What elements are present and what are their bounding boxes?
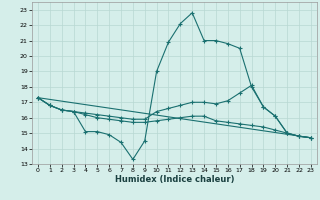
X-axis label: Humidex (Indice chaleur): Humidex (Indice chaleur) [115, 175, 234, 184]
